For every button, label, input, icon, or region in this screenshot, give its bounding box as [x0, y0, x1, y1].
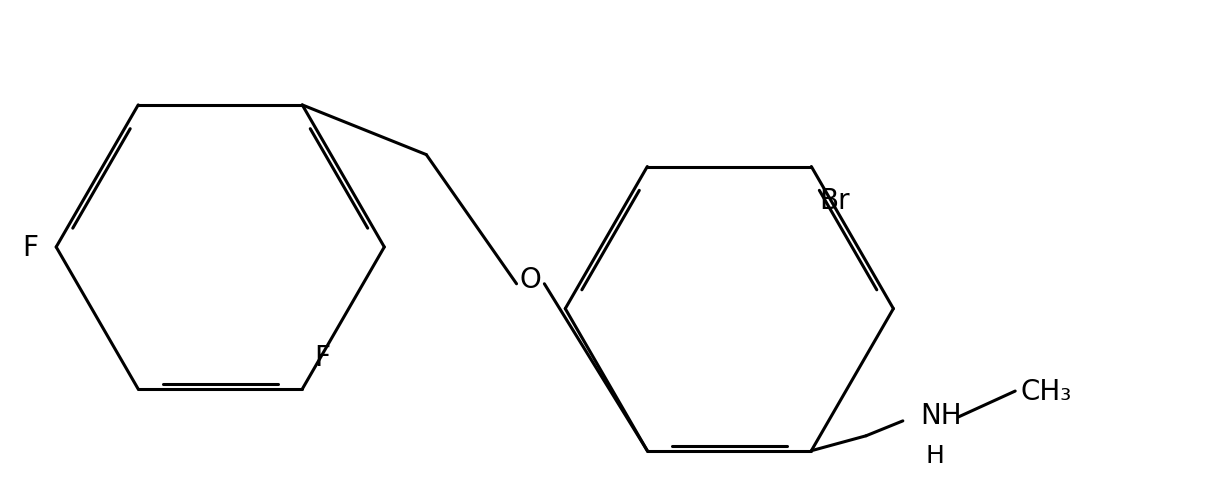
Text: H: H — [926, 443, 945, 467]
Text: O: O — [519, 265, 541, 293]
Text: NH: NH — [920, 401, 963, 429]
Text: CH₃: CH₃ — [1020, 377, 1072, 405]
Text: Br: Br — [819, 187, 851, 215]
Text: F: F — [314, 344, 330, 371]
Text: F: F — [22, 233, 38, 262]
